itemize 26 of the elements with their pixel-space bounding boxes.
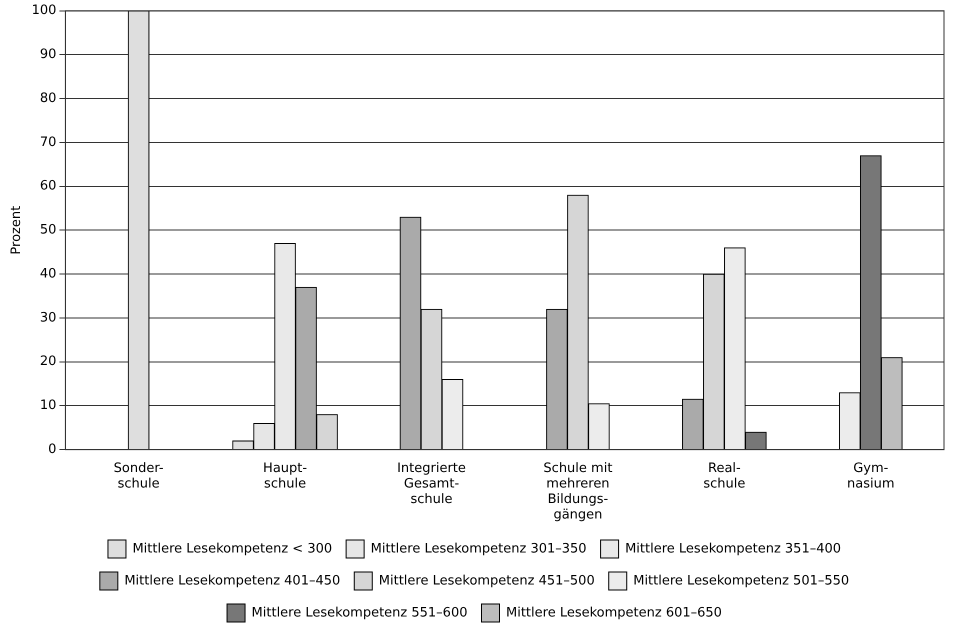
y-tick-label: 20 (40, 354, 56, 370)
y-tick-label: 10 (40, 398, 56, 414)
x-tick-label: Schule mit mehreren Bildungs- gängen (543, 460, 612, 523)
y-tick-label: 0 (48, 442, 56, 457)
y-tick-label: 50 (40, 222, 56, 238)
legend-label: Mittlere Lesekompetenz 301–350 (370, 541, 587, 556)
legend-label: Mittlere Lesekompetenz 351–400 (625, 541, 842, 556)
legend-label: Mittlere Lesekompetenz 601–650 (506, 605, 722, 620)
x-tick-label: Sonder- schule (114, 460, 164, 492)
legend-label: Mittlere Lesekompetenz 451–500 (378, 573, 595, 588)
x-tick-label: Real- schule (703, 460, 746, 492)
legend-label: Mittlere Lesekompetenz 551–600 (252, 605, 468, 620)
x-tick-label: Gym- nasium (847, 460, 895, 492)
legend-label: Mittlere Lesekompetenz 501–550 (633, 573, 850, 588)
legend-label: Mittlere Lesekompetenz 401–450 (124, 573, 340, 588)
legend-label: Mittlere Lesekompetenz < 300 (132, 541, 332, 556)
x-tick-label: Integrierte Gesamt- schule (397, 460, 466, 507)
y-tick-label: 30 (40, 310, 56, 326)
y-tick-label: 80 (40, 90, 56, 106)
y-axis-title: Prozent (9, 206, 24, 255)
y-tick-label: 40 (40, 266, 56, 282)
y-tick-label: 70 (40, 134, 56, 150)
y-tick-label: 100 (32, 3, 56, 18)
y-tick-label: 60 (40, 178, 56, 194)
y-tick-label: 90 (40, 47, 56, 62)
x-tick-label: Haupt- schule (263, 460, 308, 492)
